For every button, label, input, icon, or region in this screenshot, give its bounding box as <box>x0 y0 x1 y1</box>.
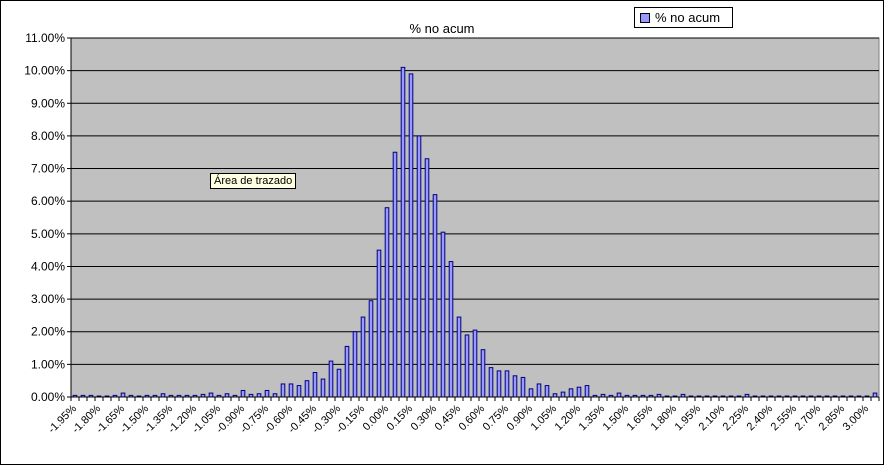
y-tick-label: 0.00% <box>31 390 65 404</box>
x-tick-label: 0.75% <box>481 403 512 434</box>
y-tick-label: 1.00% <box>31 357 65 371</box>
legend[interactable]: % no acum <box>634 7 733 28</box>
bar[interactable] <box>528 388 534 398</box>
bar[interactable] <box>568 388 574 398</box>
x-tick-label: 1.05% <box>529 403 560 434</box>
bar[interactable] <box>472 329 478 398</box>
x-tick-label: 0.30% <box>409 403 440 434</box>
bar[interactable] <box>392 151 398 398</box>
y-tick-label: 6.00% <box>31 194 65 208</box>
bar[interactable] <box>872 392 878 398</box>
x-tick-label: 1.50% <box>601 403 632 434</box>
legend-label: % no acum <box>655 10 721 25</box>
bar[interactable] <box>536 383 542 398</box>
x-tick-label: 3.00% <box>841 403 872 434</box>
bar[interactable] <box>520 376 526 398</box>
bar[interactable] <box>512 375 518 398</box>
gridlines <box>67 37 879 398</box>
bar[interactable] <box>320 378 326 398</box>
bar[interactable] <box>416 135 422 398</box>
x-tick-label: 1.20% <box>553 403 584 434</box>
y-tick-label: 2.00% <box>31 325 65 339</box>
bar[interactable] <box>400 66 406 398</box>
y-tick-label: 8.00% <box>31 129 65 143</box>
bar[interactable] <box>544 385 550 398</box>
x-tick-label: 1.35% <box>577 403 608 434</box>
bar[interactable] <box>288 383 294 398</box>
bar[interactable] <box>352 331 358 398</box>
bar[interactable] <box>480 349 486 398</box>
x-tick-label: 0.60% <box>457 403 488 434</box>
bar[interactable] <box>328 360 334 398</box>
x-tick-label: 2.85% <box>817 403 848 434</box>
x-tick-label: 0.45% <box>433 403 464 434</box>
x-tick-label: 2.10% <box>697 403 728 434</box>
x-tick-label: 1.65% <box>625 403 656 434</box>
y-tick-labels: 0.00% 1.00% 2.00% 3.00% 4.00% 5.00% 6.00% 7.00%… <box>24 31 65 404</box>
bar[interactable] <box>264 389 270 398</box>
y-tick-label: 5.00% <box>31 227 65 241</box>
bar[interactable] <box>384 207 390 398</box>
y-tick-label: 11.00% <box>25 31 65 45</box>
bar[interactable] <box>432 194 438 398</box>
y-tick-label: 3.00% <box>31 292 65 306</box>
y-tick-label: 4.00% <box>31 259 65 273</box>
bar[interactable] <box>336 368 342 398</box>
bar[interactable] <box>440 231 446 398</box>
legend-swatch <box>640 12 650 23</box>
bar[interactable] <box>304 380 310 398</box>
bar[interactable] <box>496 370 502 398</box>
bar[interactable] <box>464 334 470 398</box>
x-tick-label: 2.55% <box>769 403 800 434</box>
bar[interactable] <box>280 383 286 398</box>
bar[interactable] <box>488 367 494 398</box>
bar[interactable] <box>368 300 374 398</box>
bar[interactable] <box>560 391 566 398</box>
bar[interactable] <box>240 389 246 398</box>
bar[interactable] <box>120 392 126 398</box>
bar[interactable] <box>312 372 318 398</box>
bar[interactable] <box>448 261 454 398</box>
bar[interactable] <box>208 392 214 398</box>
bar[interactable] <box>360 316 366 398</box>
x-tick-labels: -1.95%-1.80%-1.65%-1.50%-1.35%-1.20%-1.0… <box>46 403 871 436</box>
chart-title: % no acum <box>409 21 474 36</box>
x-tick-label: 0.90% <box>505 403 536 434</box>
x-tick-label: 0.15% <box>385 403 416 434</box>
bar[interactable] <box>584 385 590 398</box>
x-tick-label: 2.25% <box>721 403 752 434</box>
bar[interactable] <box>456 316 462 398</box>
bar[interactable] <box>504 370 510 398</box>
y-tick-label: 10.00% <box>24 64 65 78</box>
y-tick-label: 7.00% <box>31 162 65 176</box>
bar[interactable] <box>576 386 582 398</box>
x-tick-label: 0.00% <box>361 403 392 434</box>
x-tick-label: 1.80% <box>649 403 680 434</box>
bar[interactable] <box>408 73 414 398</box>
x-tick-label: 2.70% <box>793 403 824 434</box>
x-tick-label: 1.95% <box>673 403 704 434</box>
bar[interactable] <box>616 392 622 398</box>
bar[interactable] <box>376 249 382 398</box>
bar[interactable] <box>296 385 302 398</box>
bar[interactable] <box>424 158 430 398</box>
plot-area-tooltip: Área de trazado <box>210 173 297 189</box>
bar[interactable] <box>344 345 350 398</box>
x-tick-label: 2.40% <box>745 403 776 434</box>
axes <box>70 38 880 401</box>
y-tick-label: 9.00% <box>31 96 65 110</box>
